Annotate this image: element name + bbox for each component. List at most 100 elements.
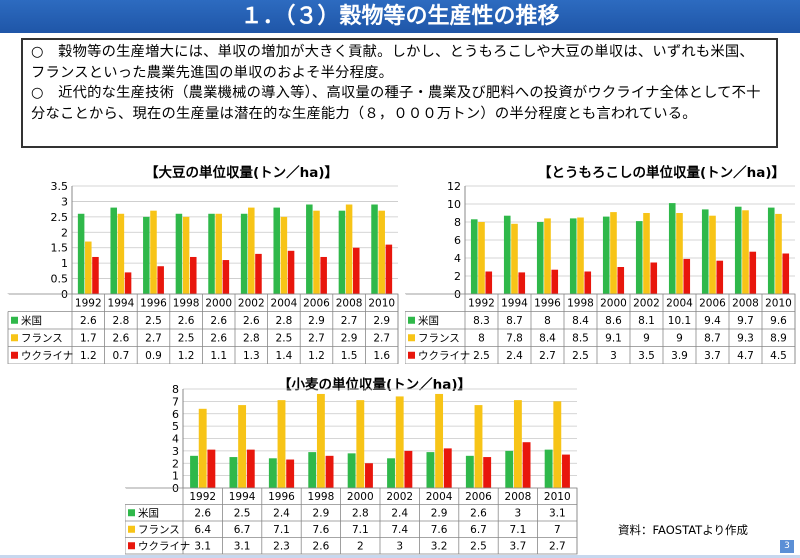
x-category-label: 2010: [544, 491, 571, 503]
bar-米国-1998: [308, 452, 317, 488]
data-label: 2.6: [313, 540, 330, 552]
legend-label-ウクライナ: ウクライナ: [418, 350, 470, 362]
data-label: 0.9: [145, 350, 162, 362]
x-category-label: 1992: [75, 298, 102, 310]
bar-ウクライナ-2004: [287, 250, 295, 294]
data-label: 3.1: [194, 540, 211, 552]
x-category-label: 2000: [600, 298, 627, 310]
data-label: 2.9: [313, 507, 330, 519]
bar-ウクライナ-1992: [92, 256, 99, 294]
data-label: 2: [357, 540, 364, 552]
data-label: 2.5: [572, 350, 589, 362]
legend-label-フランス: フランス: [418, 333, 460, 345]
bar-ウクライナ-2010: [385, 244, 393, 294]
data-label: 8: [544, 315, 551, 327]
y-tick-label: 0.5: [51, 273, 69, 286]
bar-米国-2002: [387, 458, 395, 488]
data-label: 2.6: [243, 315, 260, 327]
data-label: 7.1: [352, 524, 369, 536]
x-category-label: 1994: [501, 298, 528, 310]
bar-ウクライナ-1998: [325, 455, 334, 488]
data-label: 2.5: [473, 350, 490, 362]
data-label: 9: [676, 333, 683, 345]
data-label: 3: [396, 540, 403, 552]
legend-label-米国: 米国: [138, 506, 159, 519]
data-label: 8.5: [572, 333, 589, 345]
summary-bullets: ○ 穀物等の生産増大には、単収の増加が大きく貢献。しかし、とうもろこしや大豆の単…: [31, 42, 768, 124]
bar-ウクライナ-2010: [782, 253, 790, 294]
data-label: 10.1: [668, 315, 691, 327]
bar-ウクライナ-1996: [551, 269, 559, 294]
data-label: 2.8: [243, 333, 260, 345]
bar-フランス-1992: [478, 222, 485, 294]
bar-フランス-2010: [378, 210, 385, 294]
bar-ウクライナ-1996: [286, 459, 295, 488]
data-label: 2.7: [373, 333, 390, 345]
bar-米国-1998: [175, 213, 183, 294]
bar-米国-2008: [505, 450, 514, 488]
bar-米国-1998: [569, 218, 577, 294]
data-label: 8.4: [539, 333, 556, 345]
bar-米国-2008: [338, 210, 346, 294]
bar-ウクライナ-1996: [157, 266, 164, 294]
data-label: 3: [610, 350, 617, 362]
bar-フランス-2008: [345, 204, 353, 294]
x-category-label: 2006: [465, 491, 492, 503]
y-tick-label: 12: [447, 180, 461, 193]
bar-ウクライナ-1992: [207, 449, 216, 488]
bar-フランス-2002: [395, 396, 404, 488]
soybean-yield-chart: 0 0.5 1 1.5 2 2.5 3 3.5 1992 1994 1996 1998 2000 2002…: [7, 180, 399, 364]
bar-米国-1992: [190, 455, 198, 488]
data-label: 8: [478, 333, 485, 345]
bar-米国-2000: [347, 453, 356, 488]
bar-ウクライナ-2000: [365, 463, 373, 488]
data-label: 6.7: [234, 524, 251, 536]
y-tick-label: 3: [172, 445, 179, 458]
data-label: 6.7: [470, 524, 487, 536]
bar-米国-1992: [77, 213, 85, 294]
data-label: 2.9: [373, 315, 390, 327]
bar-フランス-2010: [553, 401, 562, 488]
bar-フランス-2000: [610, 212, 617, 294]
data-label: 3.2: [431, 540, 448, 552]
x-category-label: 1998: [173, 298, 200, 310]
bar-米国-2010: [544, 449, 553, 488]
y-tick-label: 6: [454, 234, 461, 247]
y-tick-label: 0: [61, 288, 68, 301]
data-label: 7.1: [510, 524, 527, 536]
legend-label-米国: 米国: [21, 314, 42, 327]
data-label: 1.5: [341, 350, 358, 362]
bar-ウクライナ-2002: [404, 450, 413, 488]
data-label: 3: [515, 507, 522, 519]
legend-label-フランス: フランス: [138, 524, 180, 536]
y-tick-label: 1: [61, 257, 68, 270]
data-label: 8.9: [770, 333, 787, 345]
data-label: 2.7: [145, 333, 162, 345]
legend-swatch-米国: [408, 316, 415, 324]
bar-米国-2008: [734, 206, 742, 294]
bar-米国-2006: [465, 455, 474, 488]
bottom-bar: [0, 555, 800, 558]
bar-フランス-1998: [316, 393, 325, 488]
bar-ウクライナ-2006: [716, 260, 724, 294]
data-label: 2.6: [470, 507, 487, 519]
source-note: 資料：FAOSTATより作成: [618, 523, 748, 537]
data-label: 9.3: [737, 333, 754, 345]
summary-box: ○ 穀物等の生産増大には、単収の増加が大きく貢献。しかし、とうもろこしや大豆の単…: [21, 38, 778, 148]
bar-フランス-2006: [313, 210, 320, 294]
data-label: 2.4: [391, 507, 408, 519]
legend-label-ウクライナ: ウクライナ: [138, 540, 190, 552]
bar-ウクライナ-2006: [320, 256, 327, 294]
data-label: 2.6: [80, 315, 97, 327]
data-label: 2.5: [470, 540, 487, 552]
x-category-label: 1992: [189, 491, 216, 503]
data-label: 1.2: [308, 350, 325, 362]
bar-米国-1992: [470, 219, 478, 294]
data-label: 2.4: [273, 507, 290, 519]
data-label: 3.1: [234, 540, 251, 552]
data-label: 3.7: [704, 350, 721, 362]
data-label: 1.6: [373, 350, 390, 362]
bar-ウクライナ-2008: [353, 247, 360, 294]
data-label: 7: [554, 524, 561, 536]
bar-フランス-2006: [474, 405, 483, 488]
